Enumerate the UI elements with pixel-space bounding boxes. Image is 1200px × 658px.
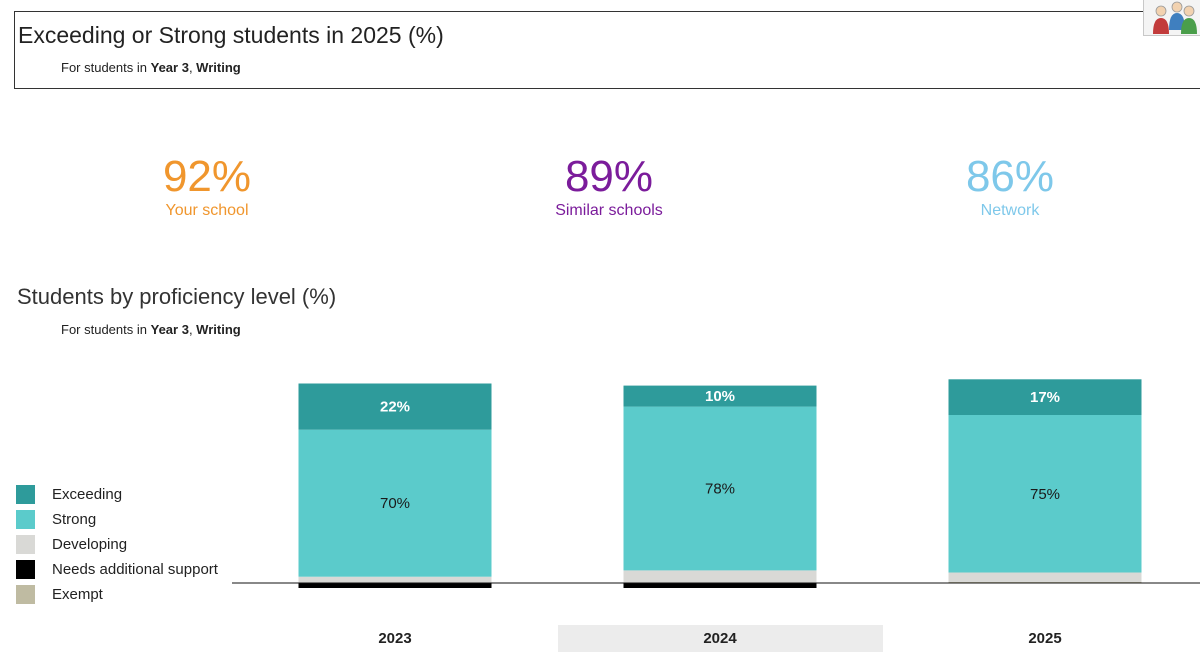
subtitle-subject: Writing xyxy=(196,322,241,337)
bar-segment-needs-support xyxy=(623,583,817,588)
legend-item-exceeding[interactable]: Exceeding xyxy=(16,482,218,507)
data-label: 78% xyxy=(705,481,735,498)
data-label: 10% xyxy=(705,388,735,405)
data-label: 70% xyxy=(380,495,410,512)
bar-segment-exceeding xyxy=(298,383,492,430)
kpi-value: 92% xyxy=(162,152,252,201)
kpi-network: 86% Network xyxy=(880,150,1140,220)
bar-segment-exempt xyxy=(948,581,1142,583)
legend-item-exempt[interactable]: Exempt xyxy=(16,582,218,607)
legend-swatch xyxy=(16,560,35,579)
subtitle-prefix: For students in xyxy=(61,60,151,75)
legend-item-strong[interactable]: Strong xyxy=(16,507,218,532)
people-group-icon[interactable] xyxy=(1143,0,1200,36)
legend-label: Exceeding xyxy=(52,486,123,503)
bar-segment-strong xyxy=(623,406,817,571)
kpi-label: Network xyxy=(980,202,1040,219)
data-label: 22% xyxy=(380,399,410,416)
chart-subtitle: For students in Year 3, Writing xyxy=(61,322,241,337)
subtitle-year: Year 3 xyxy=(150,322,189,337)
title-subtitle: For students in Year 3, Writing xyxy=(61,60,241,75)
legend-label: Exempt xyxy=(52,586,103,603)
bar-segment-exceeding xyxy=(623,385,817,407)
data-label: 17% xyxy=(1030,389,1060,406)
subtitle-prefix: For students in xyxy=(61,322,151,337)
x-tick-label: 2025 xyxy=(1028,630,1061,647)
bar-segment-strong xyxy=(948,415,1142,573)
kpi-similar-schools: 89% Similar schools xyxy=(479,150,739,220)
subtitle-subject: Writing xyxy=(196,60,241,75)
bar-segment-developing xyxy=(948,572,1142,582)
subtitle-year: Year 3 xyxy=(150,60,189,75)
subtitle-separator: , xyxy=(188,322,197,337)
bar-segment-needs-support xyxy=(298,583,492,588)
legend-swatch xyxy=(16,510,35,529)
kpi-label: Similar schools xyxy=(555,202,663,219)
legend-item-needs-support[interactable]: Needs additional support xyxy=(16,557,218,582)
legend-label: Needs additional support xyxy=(52,561,218,578)
x-tick-label: 2024 xyxy=(703,630,737,647)
bar-segment-developing xyxy=(298,576,492,583)
subtitle-separator: , xyxy=(188,60,197,75)
kpi-label: Your school xyxy=(165,202,249,219)
page-title: Exceeding or Strong students in 2025 (%) xyxy=(18,22,444,48)
title-panel: Exceeding or Strong students in 2025 (%)… xyxy=(14,11,1200,89)
legend-swatch xyxy=(16,485,35,504)
bar-segment-strong xyxy=(298,429,492,577)
x-tick-label: 2023 xyxy=(378,630,411,647)
kpi-value: 86% xyxy=(965,152,1055,201)
legend-swatch xyxy=(16,585,35,604)
chart-title: Students by proficiency level (%) xyxy=(17,284,337,309)
kpi-your-school: 92% Your school xyxy=(77,150,337,220)
bar-segment-developing xyxy=(623,570,817,583)
bar-segment-exceeding xyxy=(948,379,1142,415)
chart-legend: Exceeding Strong Developing Needs additi… xyxy=(16,482,218,607)
kpi-value: 89% xyxy=(564,152,654,201)
legend-label: Developing xyxy=(52,536,128,553)
data-label: 75% xyxy=(1030,486,1060,503)
legend-swatch xyxy=(16,535,35,554)
legend-label: Strong xyxy=(52,511,97,528)
legend-item-developing[interactable]: Developing xyxy=(16,532,218,557)
category-highlight xyxy=(558,625,883,652)
